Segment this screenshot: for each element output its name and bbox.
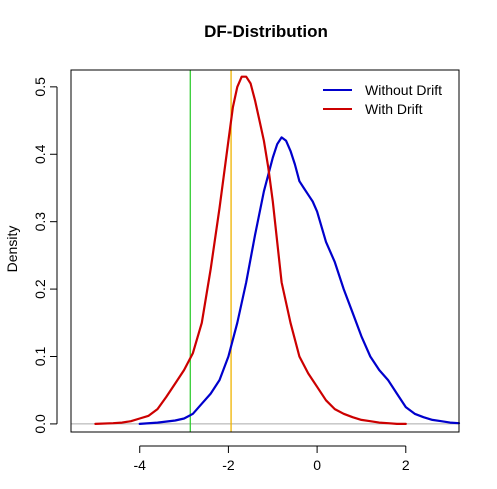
x-axis: -4 -2 0 2: [134, 445, 410, 473]
plot-frame: [70, 69, 460, 433]
y-tick-label-5: 0.5: [32, 77, 48, 97]
y-tick-label-0: 0.0: [32, 414, 48, 434]
x-tick-label-2: 0: [313, 457, 321, 473]
y-axis-title: Density: [4, 226, 20, 273]
y-tick-label-1: 0.1: [32, 347, 48, 367]
y-tick-label-2: 0.2: [32, 279, 48, 299]
legend-label-without-drift: Without Drift: [365, 82, 442, 98]
legend-label-with-drift: With Drift: [365, 101, 423, 117]
plot-area: [70, 69, 461, 433]
x-tick-label-0: -4: [134, 457, 147, 473]
y-tick-label-3: 0.3: [32, 212, 48, 232]
legend: Without Drift With Drift: [323, 82, 442, 117]
series-line-without-drift: [138, 136, 461, 425]
x-tick-label-1: -2: [222, 457, 235, 473]
y-tick-label-4: 0.4: [32, 144, 48, 164]
chart-title: DF-Distribution: [204, 22, 328, 41]
x-tick-label-3: 2: [402, 457, 410, 473]
series-line-with-drift: [94, 75, 407, 425]
y-axis: 0.0 0.1 0.2 0.3 0.4 0.5: [32, 77, 58, 434]
